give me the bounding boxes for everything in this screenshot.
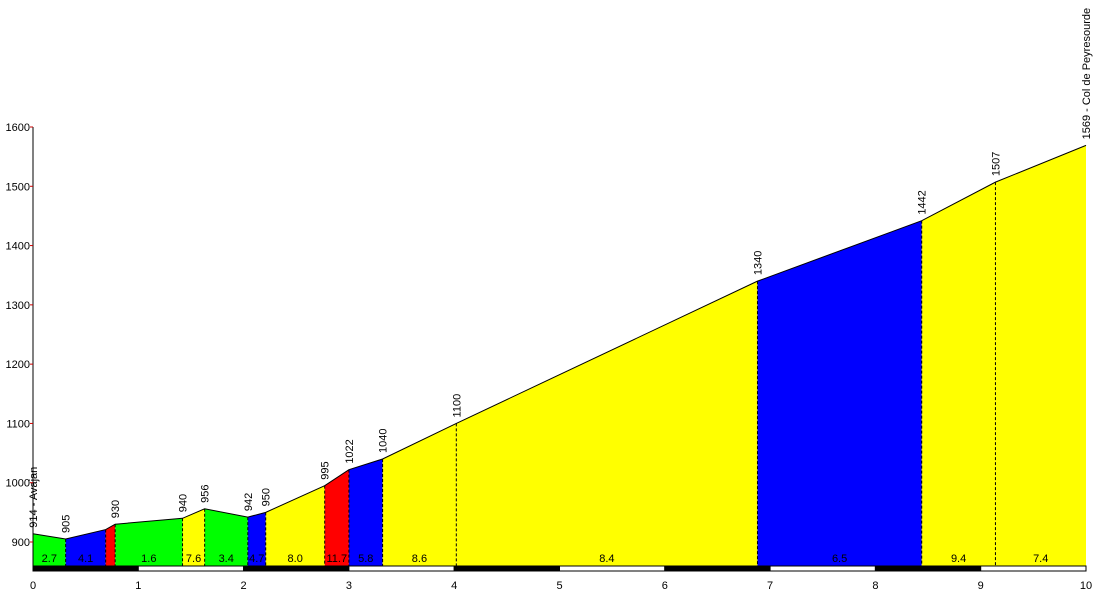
profile-segment	[348, 459, 383, 566]
km-scale-bar	[769, 565, 876, 572]
point-elevation-label: 930	[110, 500, 122, 518]
profile-segment	[995, 145, 1086, 566]
segment-grade-label: 2.7	[42, 553, 57, 565]
point-elevation-label: 1100	[451, 394, 463, 418]
y-tick-label: 1500	[6, 181, 30, 193]
profile-segment	[105, 524, 116, 566]
profile-segment	[65, 529, 106, 566]
point-elevation-label: 914 - Avajan	[28, 467, 40, 528]
profile-segment	[204, 508, 248, 566]
segment-grade-label: 5.8	[358, 553, 373, 565]
profile-line	[32, 144, 1087, 540]
profile-segment	[324, 469, 349, 566]
profile-segment	[247, 512, 266, 566]
segment-grade-label: 7.4	[1033, 553, 1048, 565]
x-tick-label: 0	[30, 580, 36, 592]
profile-segment	[115, 518, 183, 566]
point-elevation-label: 1442	[917, 190, 929, 214]
segment-grade-label: 4.7	[249, 553, 264, 565]
x-tick-label: 2	[241, 580, 247, 592]
point-elevation-label: 956	[200, 484, 212, 502]
km-scale-bar	[559, 565, 666, 572]
x-tick-label: 8	[872, 580, 878, 592]
y-tick-label: 1400	[6, 241, 30, 253]
km-scale-bar	[243, 565, 350, 572]
km-scale-bar	[664, 565, 771, 572]
segment-grade-label: 11.7	[326, 553, 347, 565]
y-tick-label: 1200	[6, 359, 30, 371]
x-tick-label: 5	[556, 580, 562, 592]
x-tick-label: 4	[451, 580, 457, 592]
x-tick-label: 9	[978, 580, 984, 592]
point-elevation-label: 942	[243, 493, 255, 511]
km-scale-bar	[453, 565, 561, 572]
profile-segment	[382, 423, 457, 566]
profile-segment	[456, 281, 758, 566]
km-scale-bar	[980, 565, 1087, 572]
x-tick-label: 10	[1080, 580, 1092, 592]
segment-grade-label: 8.4	[599, 553, 614, 565]
km-scale-bar	[32, 565, 139, 572]
x-tick-label: 6	[662, 580, 668, 592]
point-elevation-label: 905	[61, 515, 73, 533]
point-elevation-label: 1507	[990, 152, 1002, 176]
segment-grade-label: 1.6	[141, 553, 156, 565]
x-tick-label: 7	[767, 580, 773, 592]
km-scale-bar	[874, 565, 982, 572]
segment-grade-label: 9.4	[951, 553, 966, 565]
y-tick-label: 1100	[6, 418, 30, 430]
segment-grade-label: 7.6	[186, 553, 201, 565]
km-scale-bar	[137, 565, 245, 572]
point-elevation-label: 1040	[378, 429, 390, 453]
segment-grade-label: 4.1	[78, 553, 93, 565]
y-tick-label: 900	[12, 537, 30, 549]
segment-grade-label: 8.6	[412, 553, 427, 565]
profile-segment	[757, 220, 922, 566]
point-elevation-label: 1022	[344, 439, 356, 463]
profile-segment	[921, 182, 996, 566]
point-elevation-label: 940	[178, 494, 190, 512]
km-scale-bar	[348, 565, 455, 572]
x-tick-label: 1	[135, 580, 141, 592]
profile-segment	[33, 533, 66, 566]
segment-grade-label: 6.5	[832, 553, 847, 565]
point-elevation-label: 1569 - Col de Peyresourde	[1081, 8, 1093, 139]
y-tick-label: 1300	[6, 300, 30, 312]
profile-segment	[182, 508, 205, 566]
y-tick-label: 1600	[6, 122, 30, 134]
segment-grade-label: 8.0	[288, 553, 303, 565]
point-elevation-label: 995	[320, 461, 332, 479]
point-elevation-label: 1340	[752, 251, 764, 275]
x-tick-label: 3	[346, 580, 352, 592]
segment-grade-label: 3.4	[219, 553, 234, 565]
y-tick-label: 1000	[6, 478, 30, 490]
point-elevation-label: 950	[261, 488, 273, 506]
